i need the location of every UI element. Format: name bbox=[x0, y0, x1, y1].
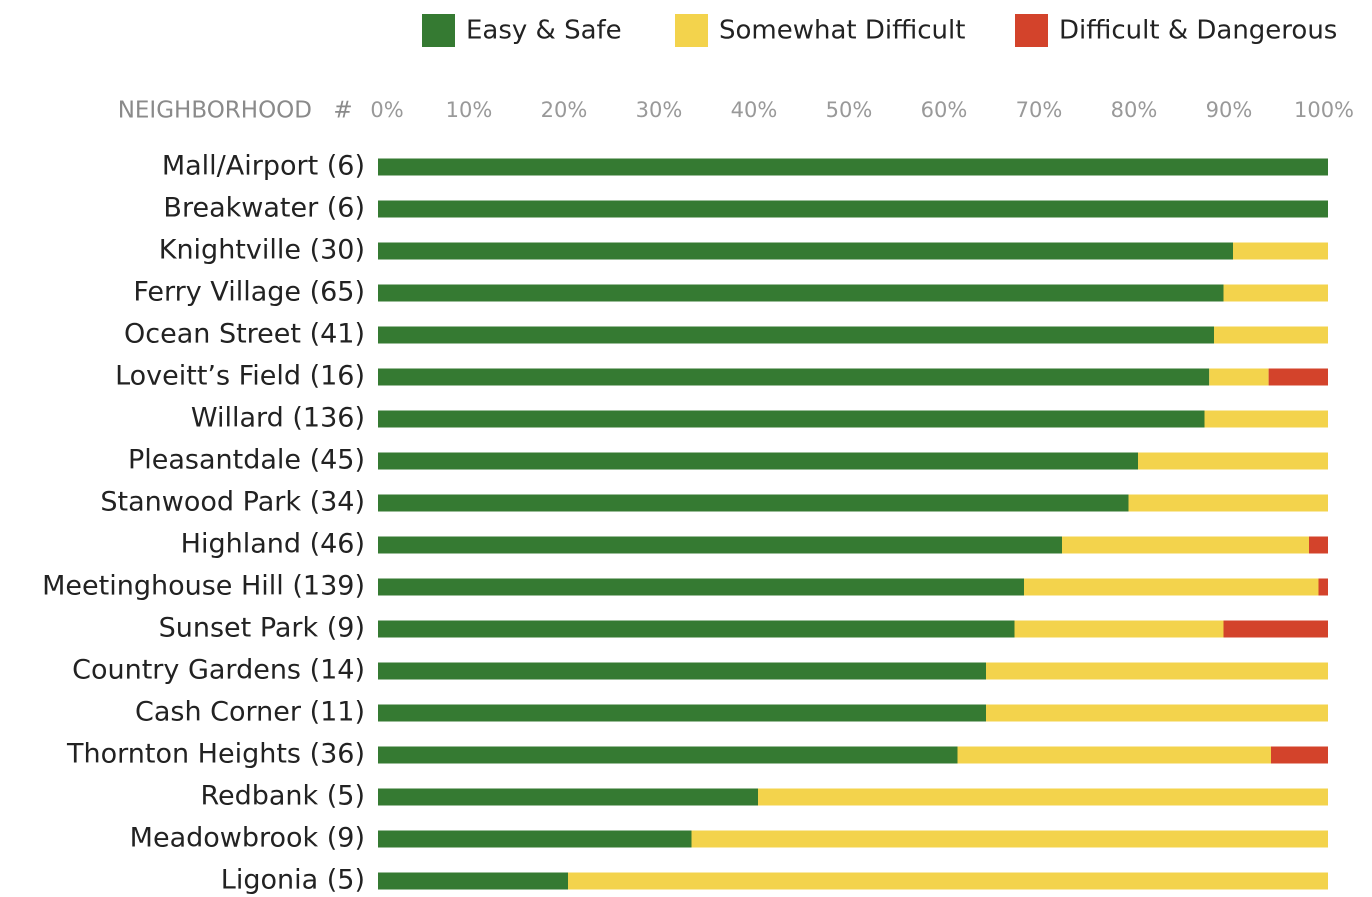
y-tick-label: Breakwater (6) bbox=[163, 193, 365, 224]
bar-segment bbox=[378, 158, 1328, 176]
y-tick-label: Willard (136) bbox=[191, 403, 365, 434]
x-tick-label: 70% bbox=[1016, 98, 1063, 122]
bar-segment bbox=[957, 746, 1271, 764]
y-tick-label: Highland (46) bbox=[181, 529, 365, 560]
bar-segment bbox=[1209, 368, 1269, 386]
y-tick-label: Sunset Park (9) bbox=[159, 613, 365, 644]
y-tick-label: Meadowbrook (9) bbox=[130, 823, 365, 854]
legend-label: Difficult & Dangerous bbox=[1059, 16, 1337, 46]
bar-segment bbox=[378, 620, 1015, 638]
y-tick-label: Knightville (30) bbox=[159, 235, 365, 266]
bar-segment bbox=[378, 578, 1024, 596]
bar-segment bbox=[986, 662, 1328, 680]
bar-segment bbox=[1214, 326, 1328, 344]
bar-segment bbox=[378, 326, 1214, 344]
bar-segment bbox=[1268, 368, 1328, 386]
bar-segment bbox=[986, 704, 1328, 722]
bar-segment bbox=[378, 788, 758, 806]
bar-segment bbox=[1318, 578, 1328, 596]
y-tick-label: Cash Corner (11) bbox=[135, 697, 365, 728]
y-tick-label: Mall/Airport (6) bbox=[162, 151, 365, 182]
x-tick-label: 100% bbox=[1294, 98, 1354, 122]
x-tick-label: 50% bbox=[826, 98, 873, 122]
bar-segment bbox=[568, 872, 1328, 890]
bar-segment bbox=[378, 746, 958, 764]
bar-segment bbox=[378, 368, 1210, 386]
y-tick-label: Redbank (5) bbox=[200, 781, 365, 812]
bar-segment bbox=[1271, 746, 1328, 764]
x-tick-label: 40% bbox=[731, 98, 778, 122]
x-tick-label: 90% bbox=[1206, 98, 1253, 122]
bar-segment bbox=[378, 872, 568, 890]
bar-segment bbox=[1204, 410, 1328, 428]
bar-segment bbox=[378, 830, 692, 848]
bar-segment bbox=[378, 242, 1233, 260]
legend-swatch bbox=[1015, 14, 1048, 47]
bar-segment bbox=[1138, 452, 1328, 470]
y-tick-label: Ocean Street (41) bbox=[124, 319, 365, 350]
y-tick-label: Thornton Heights (36) bbox=[66, 739, 365, 770]
count-header: # bbox=[333, 98, 352, 124]
x-tick-label: 0% bbox=[370, 98, 403, 122]
bar-segment bbox=[1309, 536, 1328, 554]
legend-swatch bbox=[675, 14, 708, 47]
bar-segment bbox=[758, 788, 1328, 806]
legend-label: Easy & Safe bbox=[466, 16, 622, 46]
bar-segment bbox=[378, 662, 986, 680]
y-tick-label: Stanwood Park (34) bbox=[100, 487, 365, 518]
x-tick-label: 80% bbox=[1111, 98, 1158, 122]
x-tick-label: 30% bbox=[636, 98, 683, 122]
y-tick-label: Country Gardens (14) bbox=[72, 655, 365, 686]
y-tick-label: Ferry Village (65) bbox=[133, 277, 365, 308]
bar-segment bbox=[378, 494, 1129, 512]
bar-segment bbox=[1223, 620, 1328, 638]
y-header: NEIGHBORHOOD bbox=[118, 98, 312, 124]
legend-swatch bbox=[422, 14, 455, 47]
bar-segment bbox=[1128, 494, 1328, 512]
bar-segment bbox=[378, 536, 1062, 554]
y-tick-label: Ligonia (5) bbox=[221, 865, 365, 896]
bar-segment bbox=[378, 452, 1138, 470]
bar-segment bbox=[378, 284, 1224, 302]
y-tick-label: Loveitt’s Field (16) bbox=[115, 361, 365, 392]
x-tick-label: 20% bbox=[541, 98, 588, 122]
bar-segment bbox=[1062, 536, 1309, 554]
legend-label: Somewhat Difficult bbox=[719, 16, 965, 46]
x-tick-label: 60% bbox=[921, 98, 968, 122]
y-tick-label: Pleasantdale (45) bbox=[128, 445, 365, 476]
bar-segment bbox=[1223, 284, 1328, 302]
bar-segment bbox=[378, 410, 1205, 428]
x-tick-label: 10% bbox=[446, 98, 493, 122]
bar-segment bbox=[691, 830, 1328, 848]
y-tick-label: Meetinghouse Hill (139) bbox=[42, 571, 365, 602]
bar-segment bbox=[1233, 242, 1328, 260]
bar-segment bbox=[378, 704, 986, 722]
bar-segment bbox=[1014, 620, 1224, 638]
bar-segment bbox=[378, 200, 1328, 218]
bar-segment bbox=[1024, 578, 1319, 596]
